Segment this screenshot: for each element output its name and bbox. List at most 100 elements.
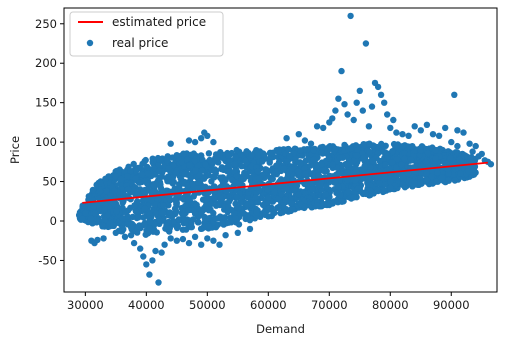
data-point xyxy=(129,185,136,193)
data-point xyxy=(156,216,163,223)
data-point xyxy=(177,175,184,182)
data-point xyxy=(401,149,408,157)
x-tick-label: 70000 xyxy=(311,298,348,312)
data-point xyxy=(140,187,147,194)
data-point xyxy=(423,170,430,177)
data-point xyxy=(280,165,287,172)
y-tick-label: 250 xyxy=(35,17,57,31)
data-point xyxy=(377,91,385,99)
data-point xyxy=(140,214,147,221)
data-point xyxy=(192,167,199,174)
data-point xyxy=(405,132,412,139)
data-point xyxy=(429,131,437,138)
data-point xyxy=(344,188,352,196)
data-point xyxy=(107,192,114,199)
data-point xyxy=(319,143,326,151)
data-point xyxy=(242,157,249,164)
data-point xyxy=(259,201,267,209)
data-point xyxy=(456,156,463,163)
data-point xyxy=(180,211,187,219)
data-point xyxy=(102,175,109,182)
data-point xyxy=(418,162,425,170)
data-point xyxy=(318,149,325,156)
data-point xyxy=(218,220,226,227)
data-point xyxy=(211,183,218,190)
data-point xyxy=(173,237,180,244)
data-point xyxy=(283,185,290,193)
data-point xyxy=(283,135,290,142)
data-point xyxy=(442,124,449,132)
data-point xyxy=(399,181,406,188)
data-point xyxy=(254,168,261,175)
data-point xyxy=(389,148,396,155)
data-point xyxy=(469,166,476,173)
data-point xyxy=(438,174,446,181)
data-point xyxy=(472,142,479,150)
data-point xyxy=(369,142,377,149)
data-point xyxy=(296,160,304,167)
data-point xyxy=(362,190,370,197)
data-point xyxy=(140,253,147,260)
data-point xyxy=(181,171,188,178)
data-point xyxy=(198,135,205,142)
data-point xyxy=(374,83,382,91)
data-point xyxy=(351,177,359,184)
data-point xyxy=(262,166,269,173)
data-point xyxy=(302,190,309,197)
data-point xyxy=(222,232,229,239)
y-axis-label: Price xyxy=(8,136,22,164)
data-point xyxy=(191,233,199,240)
data-point xyxy=(353,166,360,174)
data-point xyxy=(416,151,423,159)
data-point xyxy=(387,124,394,132)
data-point xyxy=(360,154,367,162)
data-point xyxy=(143,261,150,268)
data-point xyxy=(350,194,357,201)
data-point xyxy=(188,151,195,158)
data-point xyxy=(435,132,443,139)
data-point xyxy=(233,146,240,154)
data-point xyxy=(443,160,450,167)
data-point xyxy=(127,232,135,239)
data-point xyxy=(204,215,212,222)
data-point xyxy=(79,215,86,222)
data-point xyxy=(166,209,173,216)
data-point xyxy=(282,196,289,203)
data-point xyxy=(264,186,271,193)
data-point xyxy=(460,129,467,136)
data-point xyxy=(149,257,156,264)
data-point xyxy=(191,138,199,146)
data-point xyxy=(224,168,231,175)
x-tick-label: 80000 xyxy=(372,298,409,312)
data-point xyxy=(238,163,245,170)
data-point xyxy=(82,209,89,217)
data-point xyxy=(399,131,406,138)
data-point xyxy=(284,157,291,165)
data-point xyxy=(178,158,185,166)
data-point xyxy=(234,204,242,211)
data-point xyxy=(165,165,173,172)
data-point xyxy=(469,148,476,155)
data-point xyxy=(344,111,351,118)
data-point xyxy=(141,205,149,212)
data-point xyxy=(203,196,210,203)
data-point xyxy=(265,213,272,220)
data-point xyxy=(233,193,240,201)
data-point xyxy=(225,219,232,226)
data-point xyxy=(237,198,244,206)
data-point xyxy=(173,152,180,159)
data-point xyxy=(124,186,132,193)
data-point xyxy=(310,156,317,163)
data-point xyxy=(289,206,296,213)
data-point xyxy=(338,67,345,75)
data-point xyxy=(353,152,361,159)
data-point xyxy=(399,174,406,181)
legend-label-estimated-price: estimated price xyxy=(112,15,206,29)
data-point xyxy=(292,155,299,162)
data-point xyxy=(155,279,162,286)
data-point xyxy=(152,247,159,255)
data-point xyxy=(352,142,360,149)
data-point xyxy=(162,225,169,232)
x-axis-label: Demand xyxy=(256,322,305,336)
data-point xyxy=(179,226,187,233)
